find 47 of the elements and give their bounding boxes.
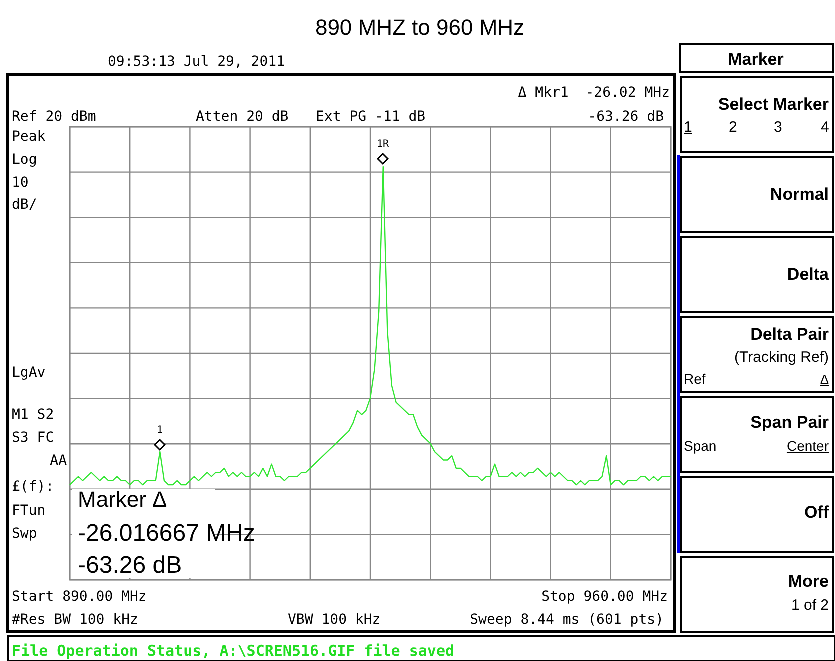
text: Atten 20 dB — [196, 109, 289, 125]
text: 1R — [376, 139, 390, 150]
text: Swp — [12, 526, 38, 542]
text: Normal — [770, 185, 829, 204]
text: VBW 100 kHz — [288, 612, 381, 628]
text: Ref — [684, 371, 706, 387]
text: 1 — [684, 119, 692, 136]
text: Center — [786, 438, 830, 454]
text: £(f): — [12, 479, 54, 495]
text: FTun — [12, 503, 46, 519]
annotation: Marker Δ — [78, 487, 168, 512]
text: dB/ — [12, 197, 38, 213]
text: Span Pair — [750, 413, 830, 432]
text: Off — [804, 503, 830, 522]
text: 4 — [821, 119, 830, 136]
text: -63.26 dB — [588, 109, 664, 125]
text: M1 S2 — [12, 407, 54, 423]
annotation: -26.016667 MHz — [78, 520, 256, 547]
text: (Tracking Ref) — [734, 349, 829, 366]
text: Ref 20 dBm — [12, 109, 96, 125]
text: Stop 960.00 MHz — [542, 589, 668, 605]
text: AA — [50, 453, 68, 469]
chart-title: 890 MHZ to 960 MHz — [315, 15, 525, 40]
text: Start 890.00 MHz — [12, 589, 147, 605]
text: Δ — [820, 372, 830, 387]
text: S3 FC — [12, 430, 54, 446]
text: Log — [12, 152, 38, 168]
text: LgAv — [12, 365, 46, 381]
text: Marker — [728, 50, 784, 69]
text: 09:53:13 Jul 29, 2011 — [108, 54, 286, 70]
text: 10 — [12, 175, 29, 191]
text: More — [788, 572, 829, 591]
text: Δ Mkr1 -26.02 MHz — [518, 85, 670, 101]
text: 1 of 2 — [791, 597, 829, 614]
text: Span — [684, 438, 717, 454]
text: Peak — [12, 129, 46, 145]
annotation: -63.26 dB — [78, 552, 182, 579]
text: 2 — [729, 119, 738, 136]
annotation: 1 — [156, 425, 164, 436]
text: Delta — [787, 265, 830, 284]
text: Sweep 8.44 ms (601 pts) — [470, 612, 664, 628]
text: 3 — [774, 119, 782, 136]
text: #Res BW 100 kHz — [12, 612, 138, 628]
text: File Operation Status, A:\SCREN516.GIF file saved — [12, 642, 455, 660]
text: Ext PG -11 dB — [316, 109, 426, 125]
text: Select Marker — [718, 95, 830, 114]
text: Delta Pair — [750, 325, 830, 344]
